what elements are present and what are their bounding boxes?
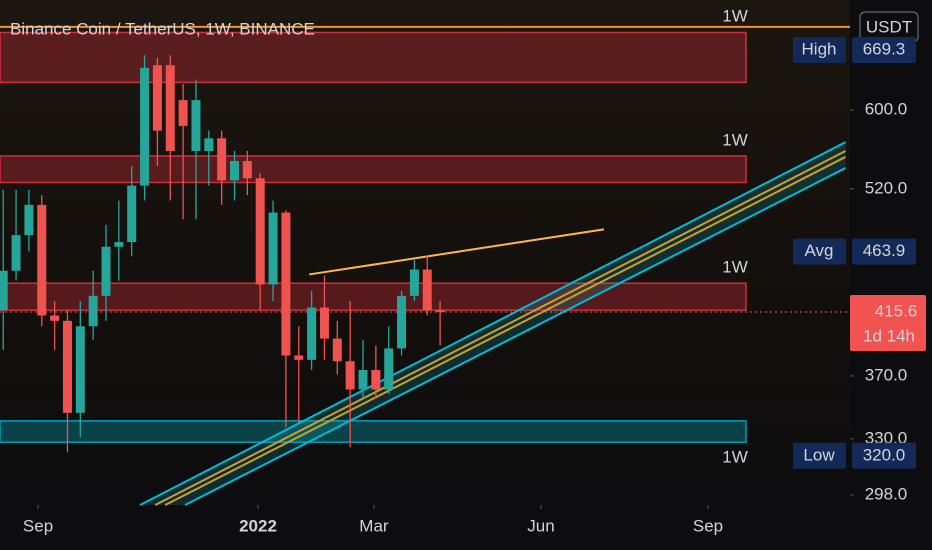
x-tick-label: Sep <box>23 516 53 535</box>
badge-value: 320.0 <box>863 445 906 464</box>
trend-line <box>309 228 605 276</box>
zone <box>0 420 747 443</box>
badge-value-box <box>852 442 916 469</box>
candle-body <box>11 235 21 271</box>
zone-label: 1W <box>722 130 748 149</box>
candle-body <box>422 269 432 311</box>
candle-body <box>242 160 252 179</box>
candle-body <box>88 295 98 327</box>
candle-body <box>294 355 304 360</box>
time-axis-background <box>0 505 850 550</box>
badge-name-box <box>793 238 846 265</box>
y-tick-label: 520.0 <box>865 178 908 197</box>
last-price-label: 415.6 <box>875 302 918 321</box>
candle-body <box>0 270 8 311</box>
candle-body <box>358 370 368 390</box>
trend-line <box>184 167 846 506</box>
x-tick-label: Sep <box>693 516 723 535</box>
badge-value-box <box>852 36 916 63</box>
candle-body <box>24 204 34 236</box>
badge-name-box <box>793 442 846 469</box>
zone <box>0 282 747 311</box>
candle-body <box>281 212 291 356</box>
candle-body <box>345 361 355 390</box>
candle-body <box>319 307 329 339</box>
trend-line <box>154 150 846 506</box>
y-tick-label: 370.0 <box>865 365 908 384</box>
zone <box>0 31 747 84</box>
candle-body <box>75 326 85 413</box>
y-tick-label: 298.0 <box>865 484 908 503</box>
trend-line <box>139 141 846 506</box>
last-price-box <box>850 295 926 352</box>
badge-value: 463.9 <box>863 241 906 260</box>
x-tick-label: Jun <box>527 516 554 535</box>
candle-body <box>255 178 265 285</box>
y-tick-label: 600.0 <box>865 100 908 119</box>
candle-body <box>37 204 47 316</box>
layers: 1W 1W 1W 1W <box>0 6 850 506</box>
candle-body <box>409 269 419 296</box>
y-tick-label: 330.0 <box>865 428 908 447</box>
channel-fill <box>140 142 846 505</box>
x-tick-label: 2022 <box>239 516 277 535</box>
badge-name: High <box>802 39 837 58</box>
candle-body <box>384 348 394 390</box>
countdown: 1d 14h <box>863 327 915 346</box>
currency-label[interactable]: USDT <box>866 17 912 36</box>
candle-body <box>178 100 188 126</box>
badge-value-box <box>852 238 916 265</box>
candle-body <box>217 138 227 181</box>
zone <box>0 155 747 184</box>
candle-body <box>191 100 201 151</box>
badge-name-box <box>793 36 846 63</box>
candle-body <box>397 295 407 349</box>
badge-value: 669.3 <box>863 39 906 58</box>
candle-body <box>230 160 240 181</box>
candle-body <box>371 370 381 390</box>
candle-body <box>204 138 214 151</box>
candle-body <box>268 212 278 285</box>
level-label: 1W <box>722 6 748 25</box>
zone-label: 1W <box>722 448 748 467</box>
candle-body <box>165 65 175 151</box>
badge-name: Low <box>803 445 835 464</box>
candle-body <box>101 246 111 296</box>
candle-body <box>332 338 342 362</box>
candle-body <box>152 65 162 131</box>
zone-label: 1W <box>722 258 748 277</box>
x-tick-label: Mar <box>359 516 389 535</box>
candle-body <box>435 310 445 313</box>
candle-body <box>114 242 124 247</box>
candle-body <box>62 320 72 413</box>
candle-body <box>127 185 137 243</box>
candle-body <box>307 307 317 360</box>
trend-line <box>164 156 846 506</box>
badge-name: Avg <box>805 241 834 260</box>
candle-body <box>140 67 150 186</box>
candle-body <box>50 315 60 321</box>
chart-title: Binance Coin / TetherUS, 1W, BINANCE <box>10 19 315 38</box>
